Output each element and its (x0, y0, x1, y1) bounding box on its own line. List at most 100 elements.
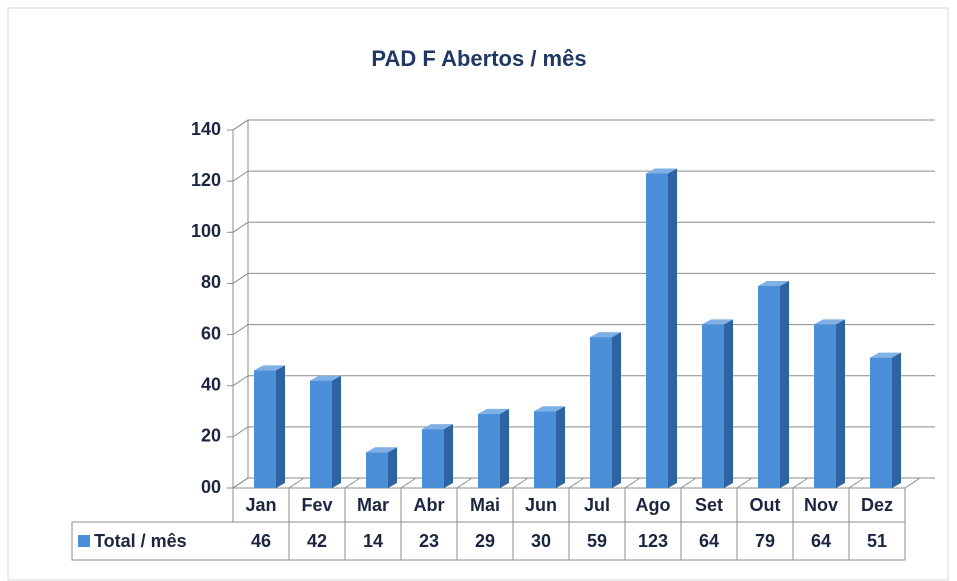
table-value: 64 (811, 531, 831, 551)
grid-line (232, 119, 935, 131)
x-tick (344, 477, 361, 489)
x-tick-label: Jul (584, 495, 610, 515)
x-tick-label: Dez (861, 495, 893, 515)
grid-line (232, 221, 935, 233)
x-tick-label: Mai (470, 495, 500, 515)
bar-top (646, 168, 677, 174)
table-value: 42 (307, 531, 327, 551)
bar (870, 352, 901, 488)
bar (646, 168, 677, 488)
x-tick-label: Set (695, 495, 723, 515)
bar-side (276, 365, 285, 488)
bar-side (780, 280, 789, 488)
x-tick (624, 477, 641, 489)
x-tick-label: Jun (525, 495, 557, 515)
x-tick-label: Out (750, 495, 781, 515)
bar-top (422, 424, 453, 430)
bar-side (388, 447, 397, 488)
bar-side (500, 408, 509, 488)
bar-side (892, 352, 901, 488)
y-tick-label: 60 (201, 323, 221, 343)
bar-front (646, 173, 668, 488)
bar (758, 280, 789, 488)
bar-top (870, 352, 901, 358)
bar-front (254, 370, 276, 488)
y-tick-label: 00 (201, 477, 221, 497)
bar (814, 319, 845, 488)
y-tick-label: 20 (201, 426, 221, 446)
bar (254, 365, 285, 488)
chart-title: PAD F Abertos / mês (371, 46, 586, 71)
bar-front (310, 380, 332, 488)
table-value: 23 (419, 531, 439, 551)
bar-front (366, 452, 388, 488)
bar (702, 319, 733, 488)
bar-side (668, 168, 677, 488)
bar-side (556, 406, 565, 488)
bar-top (814, 319, 845, 325)
table-value: 79 (755, 531, 775, 551)
y-tick-label: 120 (191, 170, 221, 190)
grid-line (232, 272, 935, 284)
x-tick-label: Fev (301, 495, 332, 515)
bar-top (310, 375, 341, 381)
x-tick (680, 477, 697, 489)
y-tick-label: 40 (201, 374, 221, 394)
bar-top (254, 365, 285, 371)
bar-top (534, 406, 565, 412)
legend-label: Total / mês (94, 531, 187, 551)
bar-side (836, 319, 845, 488)
bar-side (332, 375, 341, 488)
bar-front (422, 429, 444, 488)
x-tick-label: Mar (357, 495, 389, 515)
bar-front (478, 413, 500, 488)
x-tick (848, 477, 865, 489)
y-tick-label: 140 (191, 119, 221, 139)
bar-top (478, 408, 509, 414)
bar-front (758, 285, 780, 488)
x-tick (288, 477, 305, 489)
x-tick-label: Abr (414, 495, 445, 515)
table-value: 123 (638, 531, 668, 551)
table-value: 64 (699, 531, 719, 551)
table-value: 29 (475, 531, 495, 551)
x-tick (456, 477, 473, 489)
bar-top (366, 447, 397, 453)
x-tick (792, 477, 809, 489)
bar-front (702, 324, 724, 488)
x-tick (736, 477, 753, 489)
bar (534, 406, 565, 488)
bar-side (724, 319, 733, 488)
bar (310, 375, 341, 488)
bar-top (590, 332, 621, 338)
x-tick (232, 477, 249, 489)
x-tick-label: Nov (804, 495, 838, 515)
x-tick-label: Ago (636, 495, 671, 515)
bar-top (758, 280, 789, 286)
legend-swatch (78, 535, 90, 547)
y-tick-label: 80 (201, 272, 221, 292)
table-value: 59 (587, 531, 607, 551)
bar-front (870, 357, 892, 488)
bar-side (444, 424, 453, 488)
bar-front (590, 337, 612, 488)
x-tick-label: Jan (245, 495, 276, 515)
table-cell (71, 521, 906, 561)
bar-side (612, 332, 621, 488)
x-tick (512, 477, 529, 489)
table-value: 51 (867, 531, 887, 551)
bar (590, 332, 621, 488)
y-tick-label: 100 (191, 221, 221, 241)
x-tick (400, 477, 417, 489)
bar-front (534, 411, 556, 488)
table-value: 46 (251, 531, 271, 551)
bar-front (814, 324, 836, 488)
bar-top (702, 319, 733, 325)
grid-line (232, 170, 935, 182)
bar (478, 408, 509, 488)
x-tick (568, 477, 585, 489)
table-value: 14 (363, 531, 383, 551)
bar (366, 447, 397, 488)
